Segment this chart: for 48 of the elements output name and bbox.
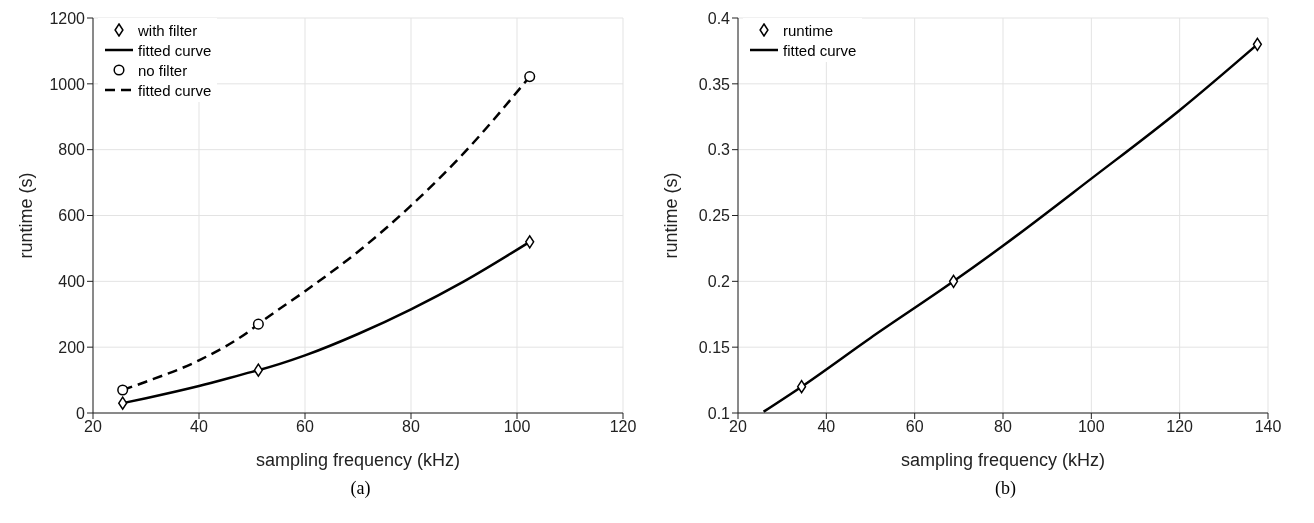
x-tick-label: 140 xyxy=(1254,418,1282,436)
y-tick-label: 1000 xyxy=(49,75,86,93)
y-tick-label: 200 xyxy=(58,338,86,356)
point xyxy=(1252,37,1263,52)
y-tick-label: 0.3 xyxy=(707,141,731,159)
x-tick-label: 80 xyxy=(402,418,420,436)
point xyxy=(796,379,807,394)
y-tick-label: 800 xyxy=(58,141,86,159)
text: (a) xyxy=(349,478,372,499)
x-tick-label: 100 xyxy=(1077,418,1105,436)
x-tick-label: 60 xyxy=(296,418,314,436)
legend-label: fitted curve xyxy=(783,41,857,59)
y-tick-label: 0.2 xyxy=(707,273,731,291)
legend-label: with filter xyxy=(138,21,198,39)
point xyxy=(524,71,536,83)
y-axis-title: runtime (s) xyxy=(16,172,37,259)
point xyxy=(118,396,128,410)
y-tick-label: 0.25 xyxy=(698,207,731,225)
x-tick-label: 120 xyxy=(1166,418,1194,436)
y-tick-label: 0.1 xyxy=(707,404,731,422)
y-tick-label: 1200 xyxy=(49,9,86,27)
y-tick-label: 0.35 xyxy=(698,75,731,93)
y-tick-label: 0.4 xyxy=(707,9,731,27)
legend-label: fitted curve xyxy=(138,41,212,59)
y-tick-label: 600 xyxy=(58,207,86,225)
point xyxy=(252,318,264,330)
legend-label: fitted curve xyxy=(138,81,212,99)
x-tick-label: 40 xyxy=(190,418,208,436)
point xyxy=(948,274,959,289)
point xyxy=(525,235,535,249)
point xyxy=(253,363,264,377)
x-tick-label: 40 xyxy=(817,418,836,436)
y-tick-label: 0 xyxy=(76,404,86,422)
text: (b) xyxy=(994,478,1017,499)
x-axis-title: sampling frequency (kHz) xyxy=(255,450,461,470)
x-tick-label: 60 xyxy=(905,418,924,436)
y-tick-label: 0.15 xyxy=(698,338,731,356)
x-axis-title: sampling frequency (kHz) xyxy=(900,450,1106,470)
x-tick-label: 120 xyxy=(609,418,637,436)
x-tick-label: 20 xyxy=(729,418,747,436)
y-axis-title: runtime (s) xyxy=(661,172,682,259)
point xyxy=(117,384,129,396)
x-tick-label: 100 xyxy=(503,418,531,436)
legend-label: runtime xyxy=(783,21,834,39)
legend-label: no filter xyxy=(138,61,188,79)
y-tick-label: 400 xyxy=(58,273,86,291)
x-tick-label: 20 xyxy=(84,418,102,436)
x-tick-label: 80 xyxy=(994,418,1012,436)
